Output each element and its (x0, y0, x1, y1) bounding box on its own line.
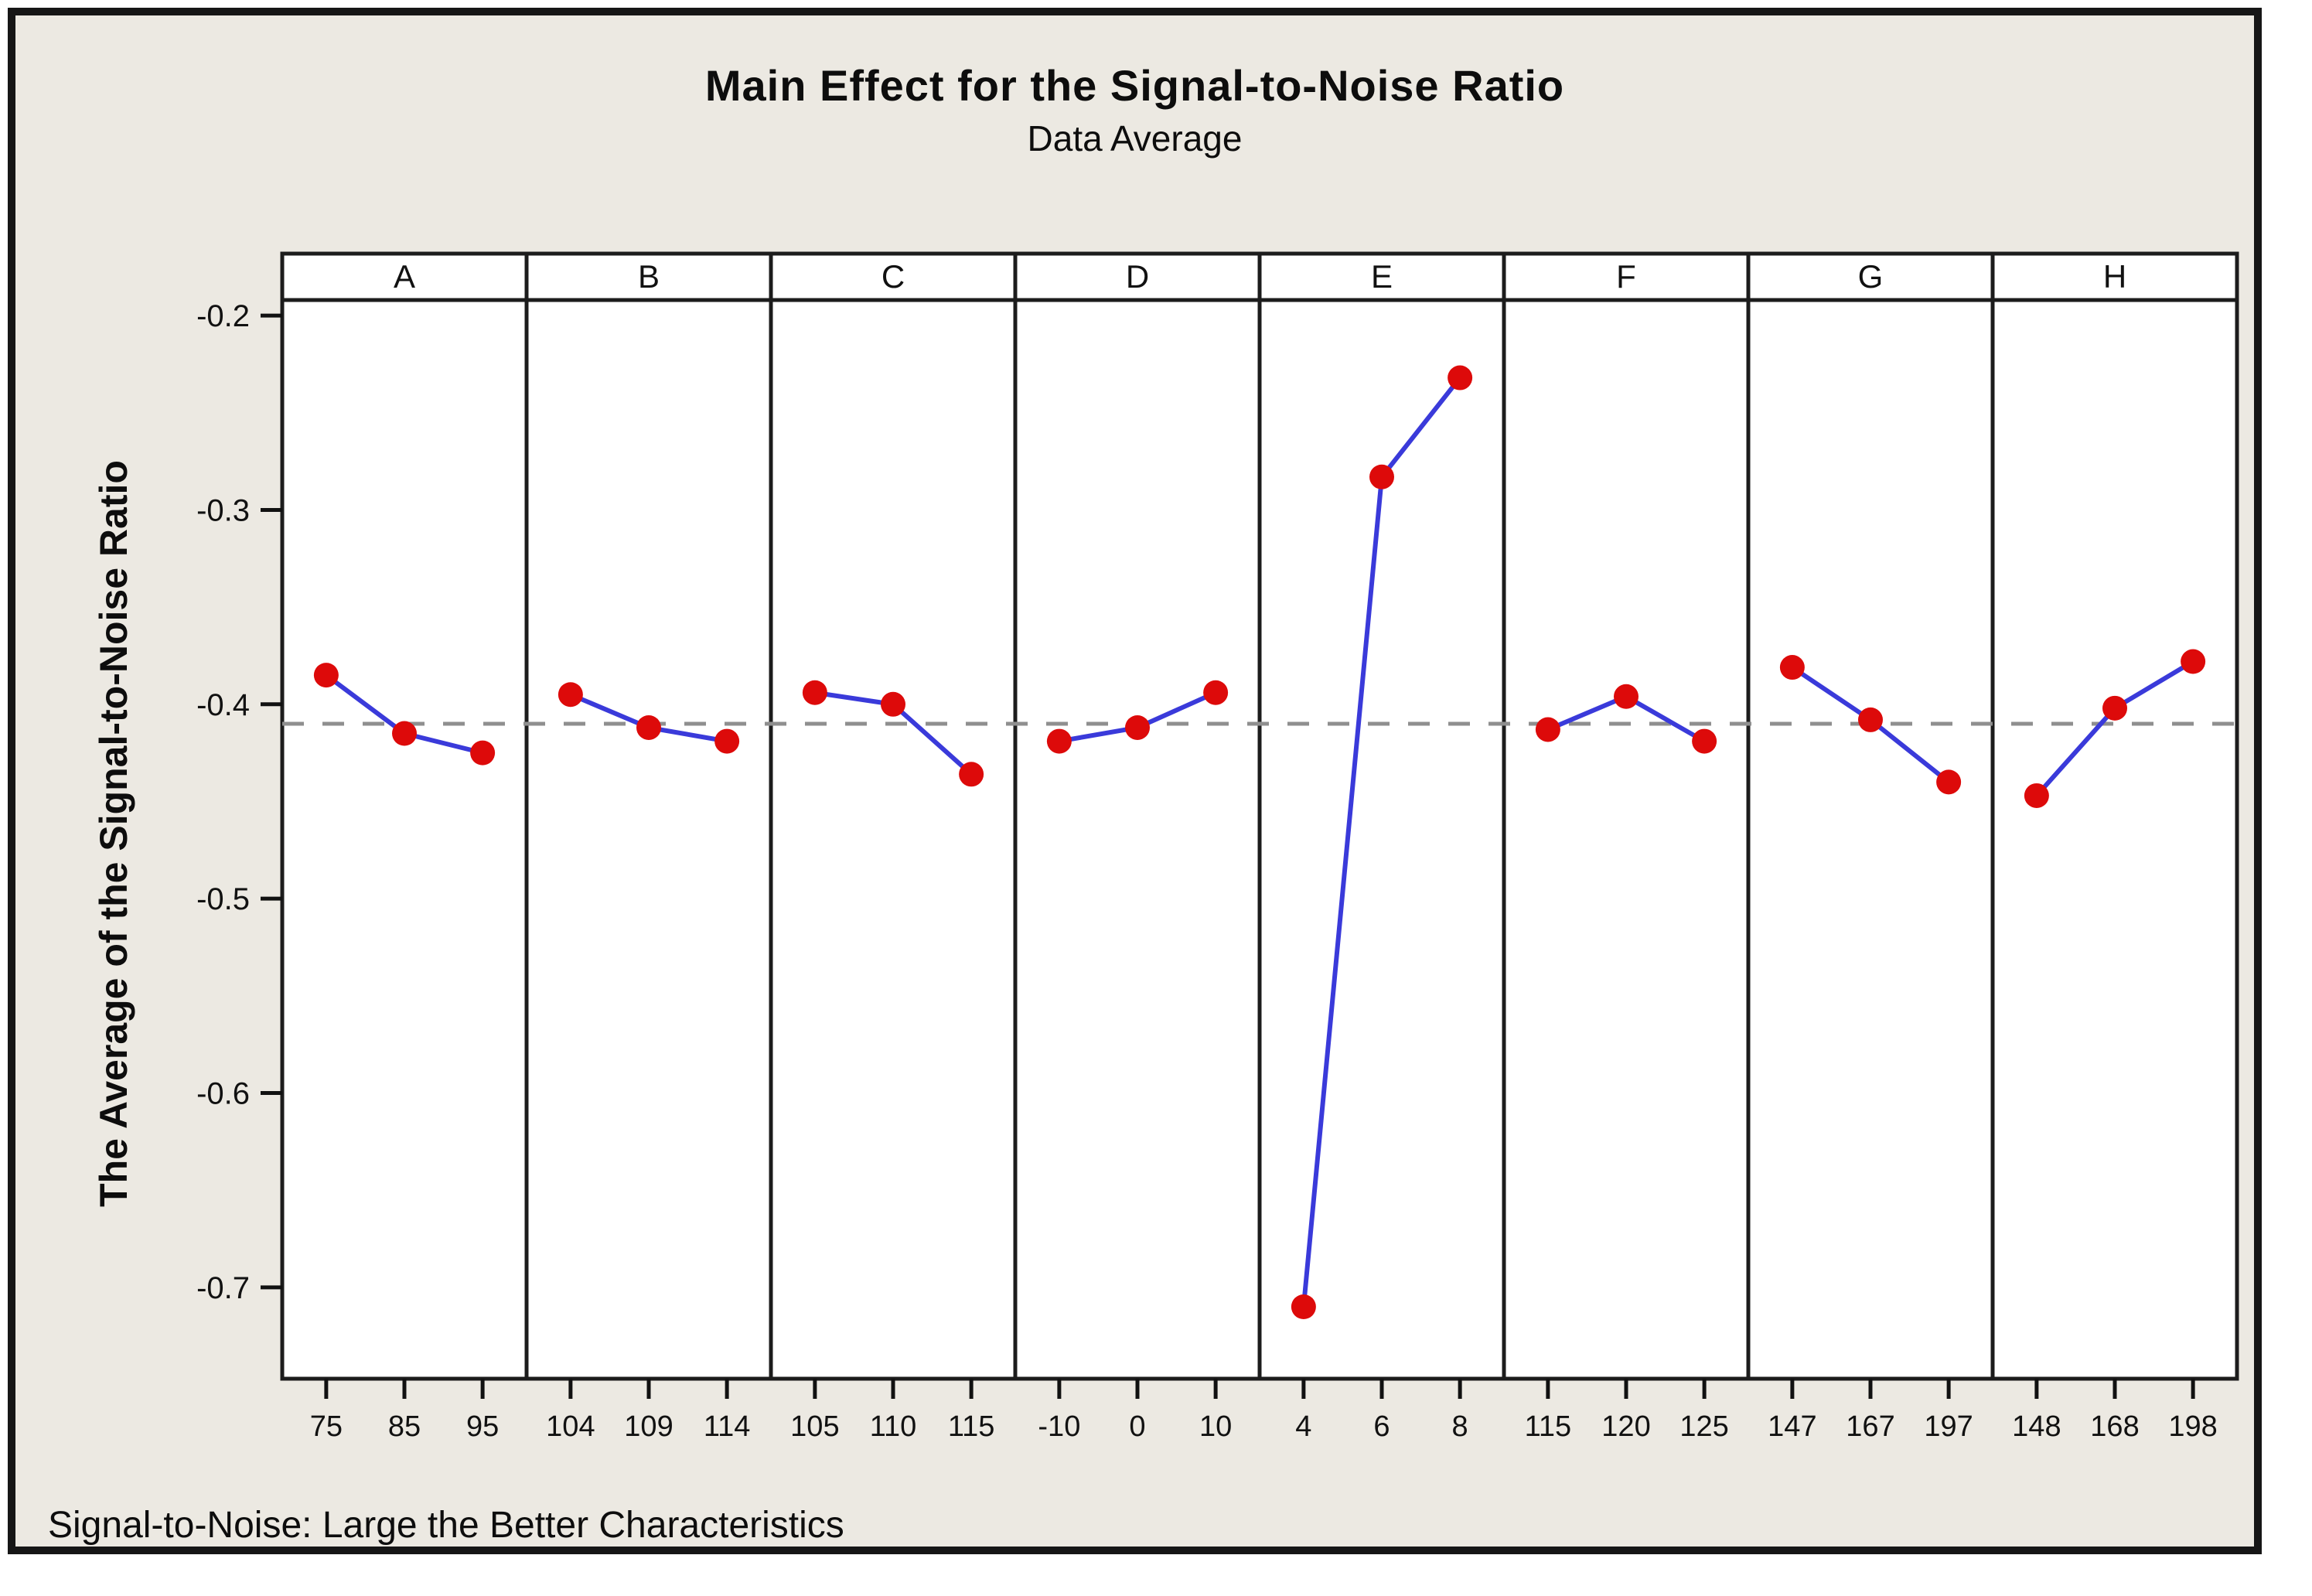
y-tick-label: -0.6 (196, 1077, 250, 1111)
data-point-E-4 (1291, 1294, 1316, 1319)
panel-header-label-D: D (1126, 258, 1149, 295)
data-point-C-110 (881, 691, 905, 717)
panel-header-label-F: F (1616, 258, 1636, 295)
data-point-H-168 (2102, 695, 2127, 721)
panel-header-label-E: E (1371, 258, 1393, 295)
x-tick-label: 75 (310, 1410, 343, 1443)
data-point-H-148 (2024, 783, 2049, 808)
x-tick-label: 115 (948, 1410, 995, 1443)
x-tick-label: 6 (1373, 1410, 1390, 1443)
panel-header-label-C: C (881, 258, 905, 295)
chart-subtitle: Data Average (1027, 118, 1243, 159)
panel-D (1013, 251, 1262, 1381)
data-point-E-6 (1369, 464, 1394, 489)
data-point-D-0 (1125, 714, 1150, 740)
x-tick-label: 167 (1846, 1410, 1894, 1443)
data-point-D-10 (1203, 680, 1229, 705)
y-tick-label: -0.3 (196, 493, 250, 527)
chart-title: Main Effect for the Signal-to-Noise Rati… (704, 61, 1565, 110)
data-point-C-105 (802, 680, 827, 705)
y-tick-label: -0.2 (196, 299, 250, 333)
data-point-E-8 (1448, 365, 1473, 390)
data-point-A-95 (470, 740, 496, 766)
panel-B (524, 251, 773, 1381)
x-tick-label: 10 (1199, 1410, 1232, 1443)
x-tick-label: 197 (1924, 1410, 1973, 1443)
x-tick-label: 110 (870, 1410, 917, 1443)
data-point-G-197 (1936, 769, 1962, 795)
panel-header-label-B: B (638, 258, 660, 295)
y-tick-label: -0.7 (196, 1271, 250, 1305)
data-point-A-85 (392, 721, 417, 746)
x-tick-label: 147 (1768, 1410, 1816, 1443)
data-point-G-147 (1779, 655, 1805, 680)
panel-E (1257, 251, 1506, 1381)
footer-note: Signal-to-Noise: Large the Better Charac… (48, 1505, 844, 1546)
panel-header-label-G: G (1858, 258, 1884, 295)
x-tick-label: 104 (546, 1410, 595, 1443)
x-tick-label: 198 (2168, 1410, 2217, 1443)
data-point-H-198 (2181, 649, 2206, 674)
data-point-F-115 (1535, 717, 1560, 742)
panel-F (1502, 251, 1751, 1381)
x-tick-label: 120 (1601, 1410, 1650, 1443)
x-tick-label: 115 (1525, 1410, 1572, 1443)
x-tick-label: 109 (624, 1410, 673, 1443)
x-tick-label: 0 (1129, 1410, 1145, 1443)
data-point-D--10 (1046, 728, 1072, 754)
data-point-B-114 (714, 728, 740, 754)
y-tick-label: -0.5 (196, 882, 250, 916)
panel-H (1990, 251, 2239, 1381)
x-tick-label: 85 (388, 1410, 421, 1443)
x-tick-label: 148 (2012, 1410, 2061, 1443)
data-point-F-125 (1692, 728, 1717, 754)
panel-G (1746, 251, 1995, 1381)
data-point-B-104 (558, 682, 583, 708)
data-point-G-167 (1858, 707, 1883, 732)
data-point-C-115 (959, 762, 984, 787)
panel-header-label-H: H (2103, 258, 2126, 295)
x-tick-label: 4 (1295, 1410, 1311, 1443)
x-tick-label: 8 (1452, 1410, 1468, 1443)
panel-C (769, 251, 1018, 1381)
panel-header-label-A: A (394, 258, 415, 295)
x-tick-label: -10 (1038, 1410, 1080, 1443)
x-tick-label: 105 (790, 1410, 839, 1443)
panel-A (280, 251, 529, 1381)
data-point-B-109 (636, 714, 661, 740)
x-tick-label: 95 (466, 1410, 499, 1443)
y-tick-label: -0.4 (196, 688, 250, 722)
x-tick-label: 125 (1679, 1410, 1728, 1443)
data-point-A-75 (313, 663, 339, 688)
x-tick-label: 168 (2090, 1410, 2139, 1443)
data-point-F-120 (1614, 684, 1639, 709)
x-tick-label: 114 (704, 1410, 751, 1443)
